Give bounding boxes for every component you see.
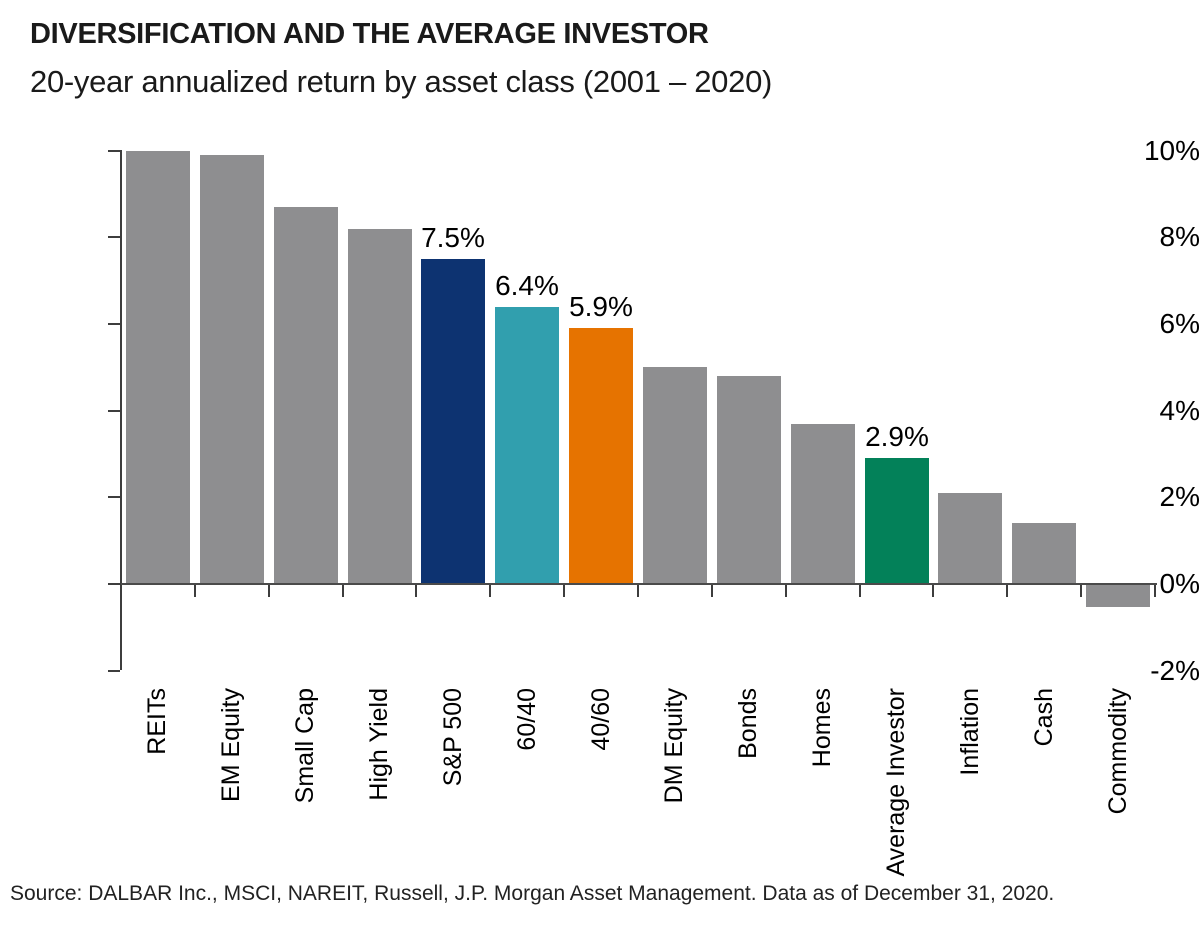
bar-40-60 [569, 328, 633, 584]
x-label-commodity: Commodity [1103, 688, 1132, 815]
x-label-60-40: 60/40 [512, 688, 541, 751]
x-axis-labels: REITs EM Equity Small Cap High Yield S&P 500… [121, 688, 1155, 883]
y-tick-label-4: 4% [1159, 394, 1200, 426]
chart-subtitle: 20-year annualized return by asset class… [30, 64, 773, 99]
x-label-slot: Homes [786, 688, 860, 883]
x-label-slot: Average Investor [860, 688, 934, 883]
x-label-slot: 40/60 [564, 688, 638, 883]
x-label-dm-equity: DM Equity [660, 688, 689, 804]
bar-dm-equity [643, 367, 707, 584]
x-label-inflation: Inflation [955, 688, 984, 776]
x-tick-mark [268, 584, 270, 597]
y-tick-mark [108, 669, 120, 672]
x-tick-mark [194, 584, 196, 597]
bar-commodity [1086, 585, 1150, 607]
bar-s-p-500 [421, 259, 485, 584]
plot-area: 7.5% 6.4% 5.9% 2.9% [121, 150, 1155, 670]
y-tick-mark [108, 149, 120, 152]
x-tick-mark [859, 584, 861, 597]
x-tick-mark [932, 584, 934, 597]
x-label-slot: Cash [1007, 688, 1081, 883]
x-label-bonds: Bonds [734, 688, 763, 759]
y-tick-label-2: 2% [1159, 481, 1200, 513]
value-label-40-60: 5.9% [569, 291, 633, 322]
bar-small-cap [274, 207, 338, 584]
x-label-average-investor: Average Investor [882, 688, 911, 877]
bar-high-yield [348, 229, 412, 584]
x-tick-mark [415, 584, 417, 597]
x-tick-mark [342, 584, 344, 597]
x-label-slot: High Yield [343, 688, 417, 883]
bar-cash [1012, 523, 1076, 584]
x-label-cash: Cash [1029, 688, 1058, 747]
value-label-average-investor: 2.9% [865, 421, 929, 452]
bar-60-40 [495, 307, 559, 584]
x-label-40-60: 40/60 [586, 688, 615, 751]
source-note: Source: DALBAR Inc., MSCI, NAREIT, Russe… [10, 882, 1055, 905]
x-label-high-yield: High Yield [365, 688, 393, 801]
x-label-slot: DM Equity [638, 688, 712, 883]
x-tick-mark [120, 584, 122, 597]
x-label-homes: Homes [808, 688, 837, 768]
bar-reits [126, 151, 190, 584]
x-label-small-cap: Small Cap [291, 688, 320, 804]
bar-homes [791, 424, 855, 584]
x-label-slot: S&P 500 [416, 688, 490, 883]
y-tick-mark [108, 236, 120, 239]
x-tick-mark [1006, 584, 1008, 597]
x-tick-mark [489, 584, 491, 597]
x-label-slot: Small Cap [269, 688, 343, 883]
x-label-slot: EM Equity [195, 688, 269, 883]
x-label-slot: Commodity [1081, 688, 1155, 883]
x-label-slot: 60/40 [490, 688, 564, 883]
y-tick-mark [108, 583, 120, 585]
x-label-em-equity: EM Equity [217, 688, 246, 802]
y-axis-line [120, 150, 122, 670]
bar-em-equity [200, 155, 264, 584]
x-tick-mark [1080, 584, 1082, 597]
value-label-60-40: 6.4% [495, 270, 559, 301]
y-tick-label-6: 6% [1159, 308, 1200, 339]
bar-inflation [938, 493, 1002, 584]
x-tick-mark [1154, 584, 1156, 597]
x-label-slot: Inflation [933, 688, 1007, 883]
x-tick-mark [637, 584, 639, 597]
y-tick-label-8: 8% [1159, 221, 1200, 253]
x-tick-mark [785, 584, 787, 597]
value-label-s-p-500: 7.5% [421, 222, 485, 253]
y-tick-label-0: 0% [1159, 568, 1200, 599]
y-tick-mark [108, 496, 120, 499]
x-tick-mark [563, 584, 565, 597]
y-tick-label-10: 10% [1143, 134, 1200, 166]
x-label-s-p-500: S&P 500 [438, 688, 467, 787]
x-label-slot: REITs [121, 688, 195, 883]
y-tick-mark [108, 323, 120, 325]
y-tick-mark [108, 409, 120, 412]
zero-baseline [121, 583, 1157, 585]
x-tick-mark [711, 584, 713, 597]
bar-average-investor [865, 458, 929, 584]
x-label-slot: Bonds [712, 688, 786, 883]
bar-bonds [717, 376, 781, 584]
y-tick-label--2: -2% [1150, 654, 1200, 686]
x-label-reits: REITs [143, 688, 172, 755]
chart-title: DIVERSIFICATION AND THE AVERAGE INVESTOR [30, 18, 709, 50]
